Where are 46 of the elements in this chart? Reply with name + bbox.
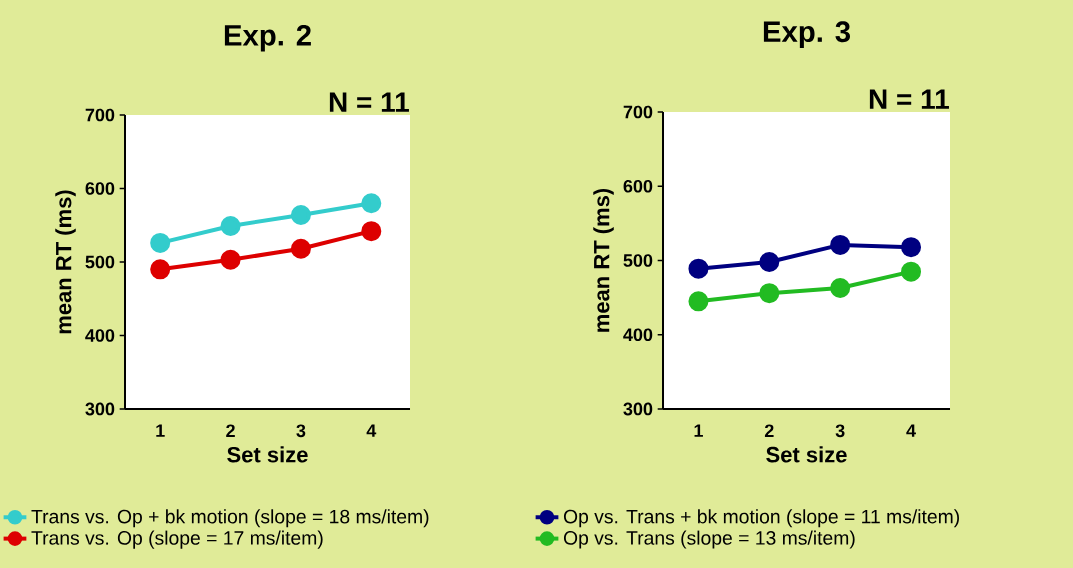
legend-label: Op vs. Trans + bk motion (slope = 11 ms/item): [563, 509, 959, 528]
y-tick-label: 700: [623, 105, 653, 119]
y-axis-title: mean RT (ms): [593, 188, 614, 332]
text: N = 11: [329, 92, 409, 112]
point: [150, 232, 171, 253]
y-tick-label: 300: [623, 402, 653, 416]
text: N = 11: [869, 89, 949, 109]
x-tick-label: 1: [156, 424, 165, 437]
point: [150, 259, 171, 280]
x-tick-label: 2: [226, 424, 235, 437]
point: [220, 249, 241, 270]
point: [759, 283, 780, 304]
chart-title: Exp. 3: [763, 21, 851, 48]
point: [830, 234, 851, 255]
y-tick-label: 600: [85, 182, 115, 195]
point: [290, 204, 311, 225]
x-tick-label: 3: [835, 424, 845, 438]
point: [759, 251, 780, 272]
x-tick-label: 4: [366, 424, 377, 437]
legend-label: Trans vs. Op + bk motion (slope = 18 ms/item): [31, 509, 429, 528]
y-tick-label: 400: [85, 329, 115, 342]
point: [688, 258, 709, 279]
x-tick-label: 2: [764, 424, 774, 437]
x-axis-title: Set size: [227, 446, 308, 463]
point: [361, 221, 382, 242]
legend-label: Op vs. Trans (slope = 13 ms/item): [563, 530, 855, 549]
point: [688, 291, 709, 312]
legend-label: Trans vs. Op (slope = 17 ms/item): [31, 530, 323, 549]
y-tick-label: 700: [85, 108, 115, 122]
y-tick-label: 400: [623, 328, 653, 342]
y-tick-label: 300: [85, 402, 115, 416]
y-tick-label: 500: [623, 254, 653, 267]
point: [361, 193, 382, 214]
y-tick-label: 500: [85, 255, 115, 269]
y-axis-title: mean RT (ms): [55, 190, 76, 334]
point: [901, 261, 922, 282]
x-tick-label: 4: [906, 424, 916, 437]
point: [901, 237, 922, 258]
x-tick-label: 3: [296, 424, 306, 438]
point: [290, 238, 311, 259]
y-tick-label: 600: [623, 179, 653, 193]
point: [830, 277, 851, 298]
chart-title: Exp. 2: [224, 24, 311, 52]
x-tick-label: 1: [694, 424, 703, 437]
point: [220, 215, 241, 236]
x-axis-title: Set size: [766, 446, 847, 463]
